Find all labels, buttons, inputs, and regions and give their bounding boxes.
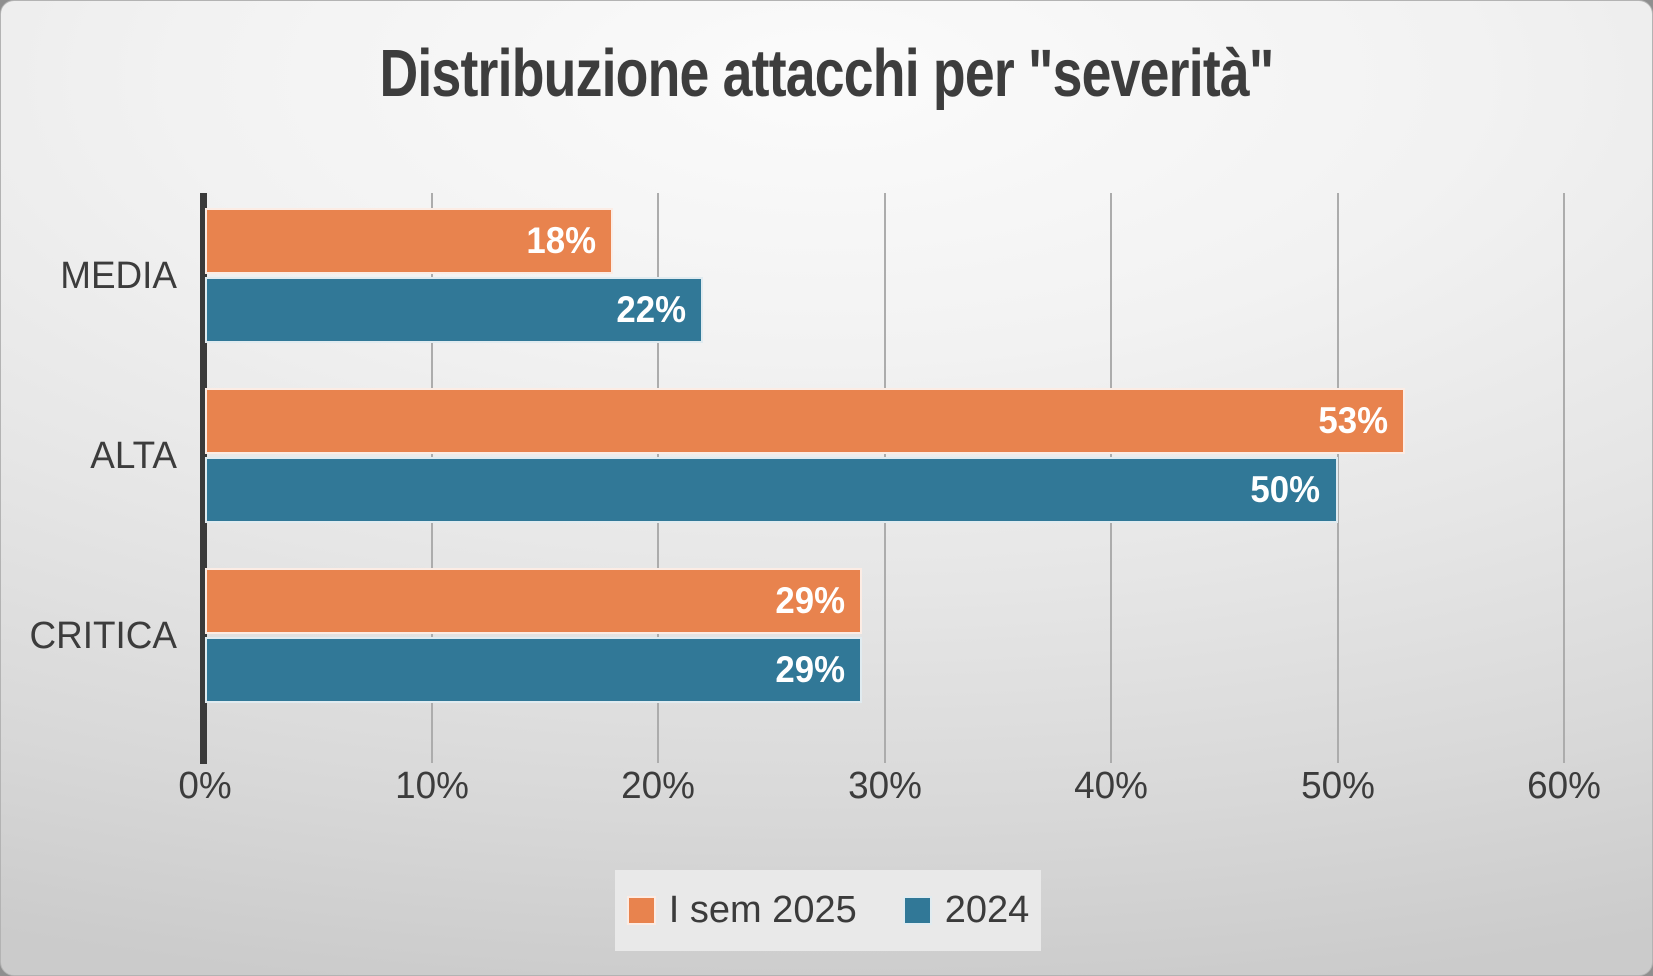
bar-i-sem-2025: 18% — [205, 208, 613, 274]
legend-label-i-sem-2025: I sem 2025 — [668, 889, 857, 931]
bar-2024: 22% — [205, 277, 704, 343]
data-label: 53% — [1318, 400, 1389, 441]
data-label: 18% — [526, 220, 596, 261]
x-tick-label: 30% — [847, 765, 922, 807]
legend-item-2024: 2024 — [902, 889, 1030, 932]
legend-swatch-i-sem-2025 — [626, 896, 656, 925]
x-tick-label: 0% — [178, 765, 232, 807]
bar-2024: 50% — [205, 457, 1338, 523]
chart-title: Distribuzione attacchi per "severità" — [379, 36, 1274, 111]
x-tick-label: 40% — [1074, 765, 1148, 807]
legend: I sem 2025 2024 — [615, 870, 1041, 951]
gridline — [1563, 193, 1565, 763]
data-label: 22% — [616, 289, 687, 330]
bar-2024: 29% — [205, 637, 862, 703]
y-axis-line — [200, 193, 207, 764]
legend-swatch-2024 — [902, 896, 932, 925]
category-label: MEDIA — [60, 254, 178, 297]
data-label: 50% — [1250, 469, 1321, 510]
gridline — [1336, 193, 1339, 763]
bar-i-sem-2025: 53% — [205, 388, 1406, 454]
legend-label-2024: 2024 — [944, 889, 1030, 931]
x-tick-label: 60% — [1527, 765, 1601, 807]
data-label: 29% — [775, 649, 845, 690]
bar-i-sem-2025: 29% — [205, 568, 862, 634]
x-tick-label: 10% — [394, 765, 469, 807]
x-tick-label: 50% — [1300, 765, 1375, 807]
data-label: 29% — [775, 580, 845, 621]
category-label: ALTA — [90, 434, 177, 477]
x-tick-label: 20% — [621, 765, 695, 807]
category-label: CRITICA — [29, 614, 178, 657]
legend-item-i-sem-2025: I sem 2025 — [626, 889, 857, 932]
